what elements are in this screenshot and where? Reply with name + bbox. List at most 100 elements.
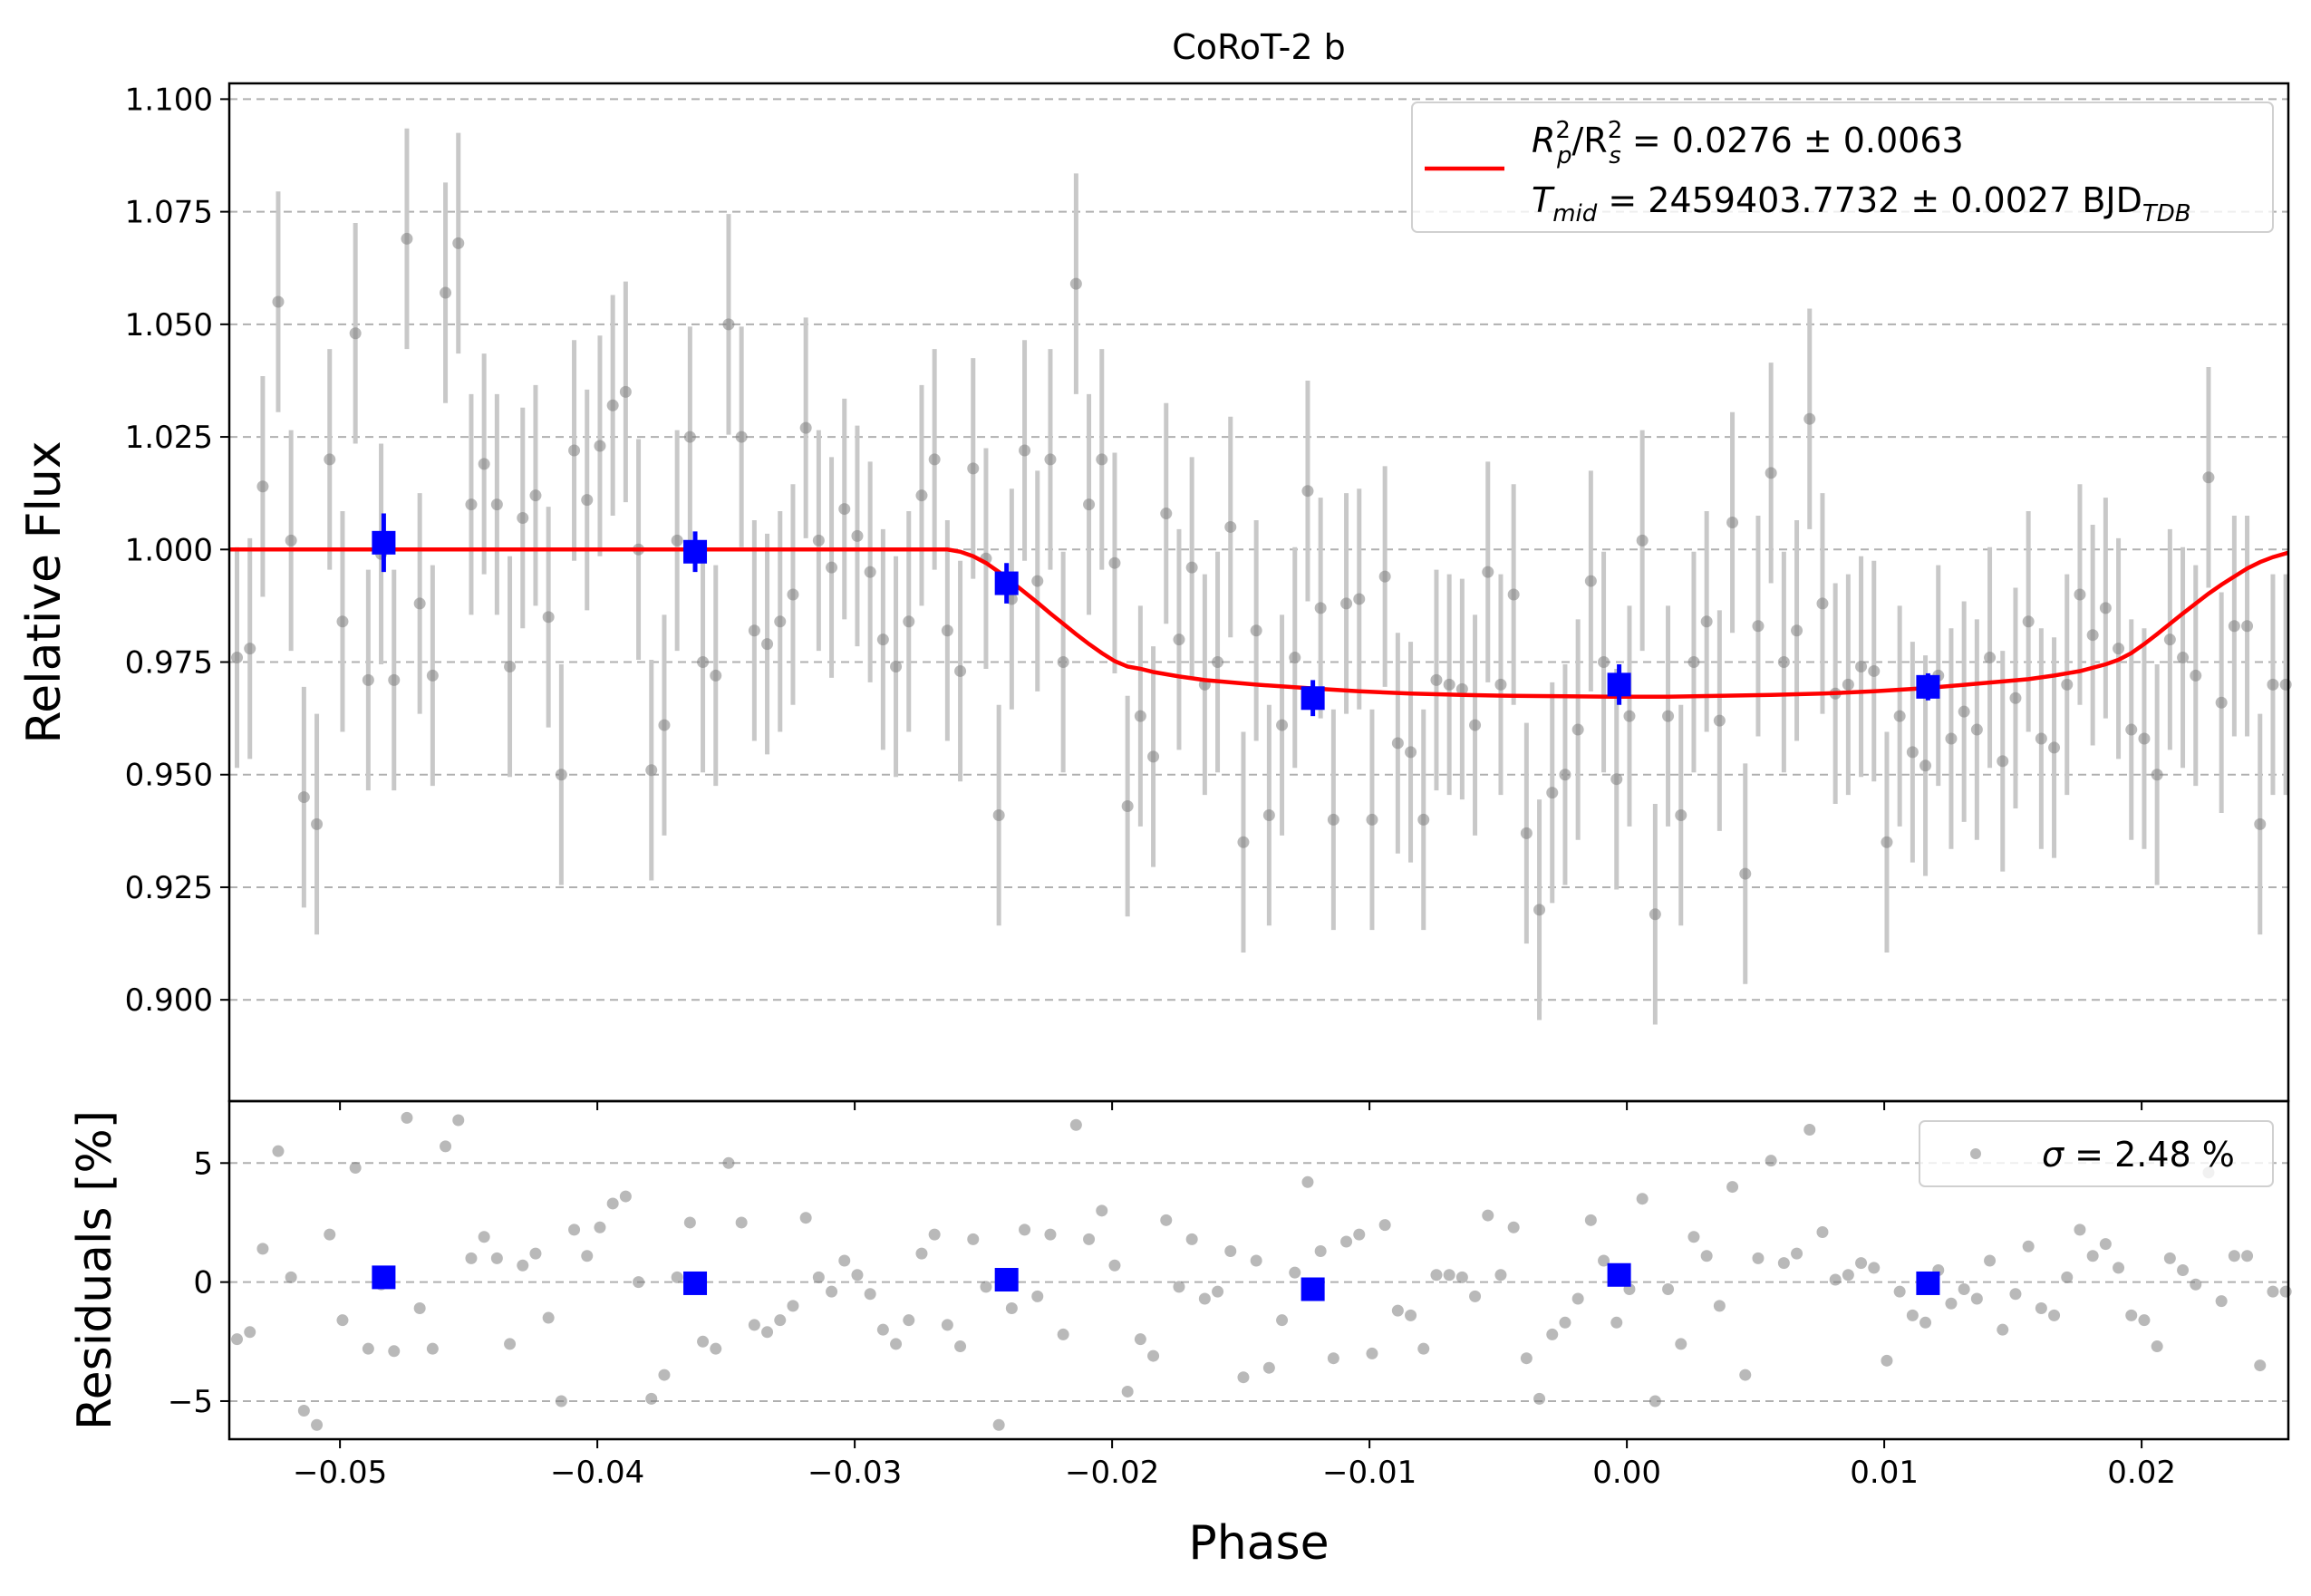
residual-point	[2228, 1250, 2240, 1262]
x-tick-label: −0.01	[1322, 1455, 1417, 1491]
flux-point	[1662, 710, 1675, 722]
residual-point	[1893, 1285, 1906, 1298]
legend-depth-label: R2 p/R2 s = 0.0276 ± 0.0063	[1532, 117, 1964, 169]
flux-point	[890, 660, 903, 672]
residual-point	[2279, 1285, 2292, 1298]
residual-point	[1237, 1371, 1250, 1384]
flux-point	[606, 399, 619, 411]
residual-point	[231, 1333, 244, 1346]
binned-residual	[372, 1265, 396, 1290]
flux-point	[1700, 615, 1713, 628]
flux-point	[2113, 643, 2125, 655]
residual-point	[1044, 1228, 1057, 1241]
flux-point	[697, 656, 710, 669]
flux-point	[490, 498, 503, 511]
transit-model-curve	[229, 547, 2289, 700]
residual-raw-points	[231, 1111, 2292, 1431]
flux-point	[1970, 723, 1983, 736]
residual-point	[928, 1228, 941, 1241]
flux-point	[1301, 485, 1314, 498]
residual-point	[1945, 1297, 1958, 1310]
residual-point	[1842, 1269, 1854, 1282]
residual-point	[568, 1224, 581, 1236]
residual-point	[2177, 1264, 2190, 1276]
residual-point	[1443, 1269, 1455, 1282]
flux-point	[903, 615, 915, 628]
flux-point	[2228, 620, 2240, 633]
residual-point	[838, 1254, 851, 1267]
flux-point	[1571, 723, 1584, 736]
residual-point	[440, 1140, 452, 1153]
y-tick-label: 0	[193, 1265, 213, 1301]
flux-point	[1868, 664, 1881, 677]
y-tick-label: 1.100	[125, 82, 213, 118]
residual-point	[683, 1216, 696, 1229]
residual-point	[1405, 1309, 1417, 1321]
flux-point	[2074, 588, 2086, 601]
y-tick-label: 0.975	[125, 645, 213, 682]
legend-slash-r: /R	[1571, 121, 1607, 160]
legend-depth-value: = 0.0276 ± 0.0063	[1621, 121, 1964, 160]
flux-point	[1520, 827, 1533, 839]
legend-sup-2: 2	[1608, 117, 1623, 144]
flux-point	[2202, 471, 2215, 484]
flux-point	[2099, 602, 2112, 614]
flux-point	[1752, 620, 1765, 633]
residual-point	[1533, 1392, 1546, 1405]
flux-point	[1224, 520, 1237, 533]
residual-point	[1378, 1219, 1391, 1232]
y-tick-label: 5	[193, 1146, 213, 1182]
flux-point	[1121, 800, 1134, 813]
flux-point	[1958, 705, 1970, 718]
flux-point	[529, 489, 542, 502]
residual-point	[362, 1342, 374, 1355]
flux-point	[324, 453, 336, 466]
flux-point	[1340, 597, 1353, 610]
residual-point	[1327, 1352, 1339, 1365]
flux-point	[1353, 593, 1366, 605]
residual-point	[2163, 1252, 2176, 1264]
residual-point	[1713, 1300, 1726, 1312]
flux-point	[1237, 836, 1250, 848]
binned-point	[683, 539, 708, 564]
residual-point	[1469, 1290, 1482, 1302]
flux-point	[1559, 769, 1571, 781]
legend-tmid-label: Tmid = 2459403.7732 ± 0.0027 BJDTDB	[1532, 180, 2191, 227]
y-tick-label: 1.000	[125, 532, 213, 568]
binned-residual	[1607, 1262, 1631, 1287]
flux-point	[1276, 719, 1289, 731]
binned-residual	[683, 1271, 708, 1295]
flux-point	[1623, 710, 1636, 722]
flux-point	[2086, 629, 2099, 642]
residual-point	[1031, 1290, 1044, 1302]
residual-point	[722, 1156, 735, 1169]
flux-point	[748, 624, 760, 637]
flux-point	[1997, 755, 2009, 768]
flux-point	[1855, 660, 1868, 672]
residual-point	[799, 1212, 812, 1224]
residual-point	[826, 1285, 838, 1298]
x-tick-label: 0.01	[1850, 1455, 1919, 1491]
residual-point	[1636, 1193, 1649, 1205]
residual-point	[1584, 1214, 1597, 1226]
residual-point	[1777, 1257, 1790, 1270]
flux-point	[671, 534, 683, 547]
flux-point	[2177, 652, 2190, 664]
residual-point	[1649, 1395, 1661, 1407]
flux-legend: R2 p/R2 s = 0.0276 ± 0.0063 Tmid = 2459403…	[1411, 102, 2274, 233]
legend-sub-s: s	[1609, 142, 1621, 169]
flux-point	[1636, 534, 1649, 547]
flux-point	[2190, 669, 2202, 682]
flux-point	[851, 529, 864, 542]
residuals-y-ticks: −5 0 5	[168, 1146, 229, 1420]
flux-point	[1803, 412, 1816, 425]
residual-point	[787, 1300, 799, 1312]
residual-point	[967, 1233, 980, 1245]
flux-point	[1469, 719, 1482, 731]
residual-point	[876, 1323, 889, 1336]
residual-point	[1417, 1342, 1430, 1355]
flux-point	[1984, 652, 1997, 664]
residual-point	[1739, 1369, 1752, 1381]
flux-point	[1327, 813, 1339, 826]
residual-point	[272, 1145, 285, 1157]
